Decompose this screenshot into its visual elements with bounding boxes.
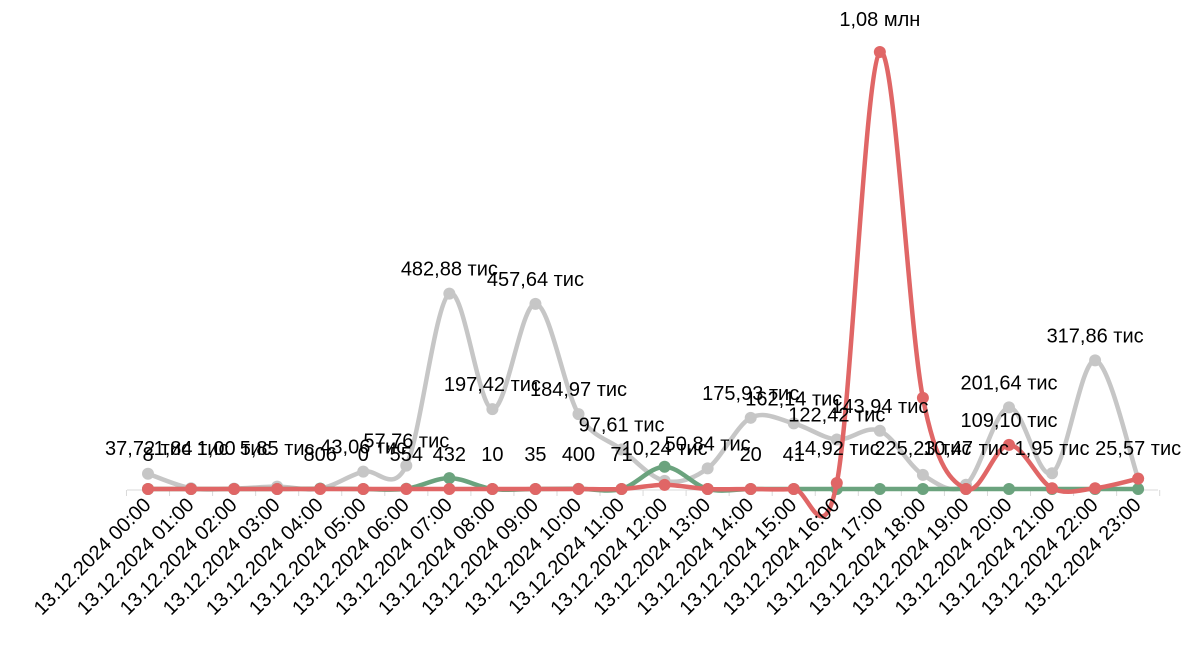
data-point [873, 46, 886, 58]
data-label: 8 [142, 444, 153, 466]
data-point [658, 478, 671, 491]
data-label: 1,00 тис [197, 438, 272, 460]
data-point [400, 459, 413, 472]
data-point [873, 424, 886, 437]
series-2 [142, 46, 1145, 519]
data-label: 43,06 тис [320, 437, 406, 459]
data-label: 184,97 тис [530, 379, 627, 401]
data-point [744, 483, 757, 495]
data-label: 10,47 тис [923, 438, 1009, 460]
data-point [486, 483, 499, 495]
data-label: 25,57 тис [1095, 438, 1181, 460]
data-point [357, 465, 370, 478]
data-label: 197,42 тис [444, 374, 541, 396]
data-point [787, 417, 800, 430]
data-label: 1,08 млн [839, 9, 920, 31]
data-point [1089, 354, 1102, 367]
data-label: 317,86 тис [1047, 325, 1144, 347]
data-label: 57,76 тис [363, 431, 449, 453]
data-label: 109,10 тис [960, 410, 1057, 432]
data-label: 201,64 тис [960, 372, 1057, 394]
data-point [1003, 438, 1015, 451]
data-point [529, 297, 542, 310]
data-point [572, 483, 585, 495]
data-point [400, 483, 413, 495]
data-point [486, 403, 499, 416]
data-label: 554 [390, 444, 423, 466]
data-point [959, 483, 972, 495]
data-point [1003, 401, 1015, 414]
data-point [830, 433, 843, 446]
data-point [615, 443, 628, 456]
data-label: 457,64 тис [487, 269, 584, 291]
data-label: 71 [610, 444, 632, 466]
data-label: 41 [783, 444, 805, 466]
series-line [145, 291, 1141, 492]
data-point [615, 483, 628, 495]
data-point [443, 483, 456, 495]
data-point [228, 483, 241, 495]
data-label: 97,61 тис [579, 415, 665, 437]
data-label: 37,72 тис [105, 438, 191, 460]
data-label: 50,84 тис [665, 433, 751, 455]
data-point [314, 483, 327, 495]
data-point [744, 411, 757, 424]
data-point [1046, 482, 1059, 495]
data-point [916, 391, 929, 404]
data-label: 5,85 тис [240, 438, 315, 460]
series-layer [142, 46, 1145, 519]
data-label: 20 [740, 444, 762, 466]
data-label: 432 [433, 444, 466, 466]
data-point [529, 483, 542, 495]
data-label: 162,14 тис [745, 388, 842, 410]
data-point [357, 483, 370, 495]
data-point [1089, 482, 1102, 495]
data-point [1132, 483, 1145, 495]
data-point [1003, 483, 1015, 495]
data-point [658, 460, 671, 473]
data-point [873, 483, 886, 495]
data-point [701, 483, 714, 495]
data-label: 225,23 тис [874, 438, 971, 460]
data-point [830, 476, 843, 489]
data-point [443, 472, 456, 485]
data-point [787, 483, 800, 495]
data-point [271, 483, 284, 495]
data-point [701, 462, 714, 475]
data-label: 14,92 тис [794, 438, 880, 460]
data-point [185, 483, 198, 495]
data-point [142, 467, 154, 480]
data-label: 1,95 тис [1015, 438, 1090, 460]
data-point [916, 468, 929, 481]
data-point [1132, 472, 1145, 485]
data-label: 35 [524, 444, 546, 466]
data-label: 400 [562, 444, 595, 466]
data-point [916, 483, 929, 495]
data-label: 806 [304, 444, 337, 466]
data-label: 10 [481, 444, 503, 466]
data-label: 175,93 тис [702, 383, 799, 405]
data-point [572, 408, 585, 421]
data-label: 122,42 тис [788, 404, 885, 426]
data-label: 482,88 тис [401, 259, 498, 281]
data-label: 1,84 тис [154, 438, 229, 460]
data-label: 143,94 тис [831, 396, 928, 418]
data-label: 0 [358, 444, 369, 466]
data-point [1046, 467, 1059, 480]
data-point [443, 287, 456, 300]
data-point [142, 483, 154, 495]
data-label: 10,24 тис [622, 438, 708, 460]
